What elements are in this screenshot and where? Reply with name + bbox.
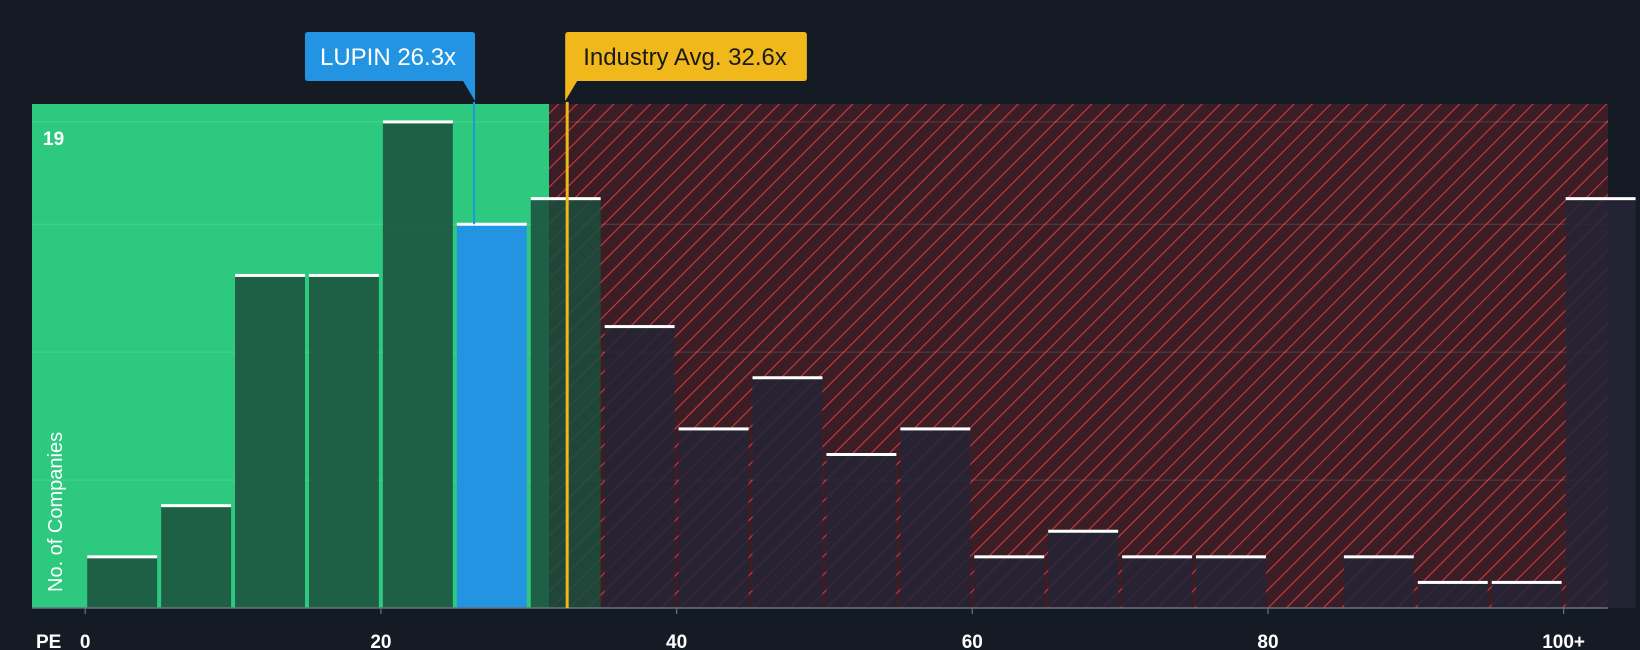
histogram-bar — [308, 273, 379, 608]
industry-callout: Industry Avg. 32.6x — [565, 32, 807, 101]
bar-body — [1417, 582, 1488, 608]
bar-body — [678, 428, 749, 608]
x-tick-label: 40 — [666, 632, 687, 650]
bar-body — [87, 556, 158, 608]
histogram-bar — [235, 273, 305, 608]
bar-body — [1122, 556, 1193, 608]
bar-body — [604, 326, 675, 608]
bar-body — [1565, 198, 1636, 608]
histogram-bar — [678, 427, 749, 608]
x-tick-label-last: 100+ — [1542, 632, 1585, 650]
bar-body — [308, 275, 379, 608]
histogram-bar — [900, 427, 971, 608]
bar-body — [900, 428, 971, 608]
bar-cap — [87, 555, 158, 559]
bar-cap — [235, 273, 305, 277]
bar-body — [382, 121, 453, 608]
x-tick-label: 80 — [1257, 632, 1278, 650]
bar-cap — [1491, 580, 1562, 584]
company-callout-label: LUPIN 26.3x — [320, 44, 456, 71]
histogram-bar — [1491, 580, 1562, 608]
bar-body — [826, 454, 897, 608]
histogram-bar — [826, 452, 897, 608]
bar-cap — [1565, 197, 1636, 201]
histogram-bar — [752, 376, 823, 608]
bar-body — [1491, 582, 1562, 608]
x-axis-ticks: 0 20 40 60 80 100+ — [80, 608, 1585, 650]
bar-body — [235, 275, 305, 608]
bar-cap — [604, 325, 675, 329]
histogram-bar — [382, 120, 453, 608]
bar-cap — [308, 273, 379, 277]
bar-cap — [974, 555, 1045, 559]
x-axis-label: PE — [36, 632, 61, 650]
bar-cap — [382, 120, 453, 124]
histogram-bar — [1417, 580, 1488, 608]
x-tick-label: 20 — [370, 632, 391, 650]
bar-cap — [900, 427, 971, 431]
x-tick-label: 60 — [962, 632, 983, 650]
bar-cap — [1196, 555, 1266, 559]
bar-body — [974, 556, 1045, 608]
bar-body — [1196, 556, 1266, 608]
bar-body — [456, 224, 527, 608]
histogram-bar — [1196, 555, 1266, 608]
bar-cap — [1343, 555, 1414, 559]
histogram-bar — [1122, 555, 1193, 608]
bar-cap — [1417, 580, 1488, 584]
bar-cap — [826, 452, 897, 456]
bar-cap — [1048, 529, 1119, 533]
bar-cap — [456, 222, 527, 226]
histogram-bar — [604, 325, 675, 608]
histogram-bar — [161, 504, 232, 608]
company-callout: LUPIN 26.3x — [304, 32, 476, 101]
overvalued-zone — [549, 104, 1608, 608]
histogram-bar — [1343, 555, 1414, 608]
y-max-label: 19 — [43, 129, 64, 150]
histogram-bar — [1565, 197, 1636, 608]
y-axis-label: No. of Companies — [45, 432, 67, 592]
histogram-bar — [974, 555, 1045, 608]
bar-cap — [161, 504, 232, 508]
x-tick-label: 0 — [80, 632, 91, 650]
histogram-bars — [87, 120, 1636, 608]
histogram-bar — [87, 555, 158, 608]
company-bar — [456, 222, 527, 608]
bar-body — [1343, 556, 1414, 608]
bar-cap — [678, 427, 749, 431]
bar-cap — [1122, 555, 1193, 559]
bar-body — [161, 505, 232, 608]
value-markers — [473, 102, 569, 608]
company-callout-box — [304, 32, 476, 101]
bar-body — [1048, 531, 1119, 608]
bar-cap — [752, 376, 823, 380]
histogram-bar — [1048, 529, 1119, 608]
bar-body — [752, 377, 823, 608]
industry-callout-box — [565, 32, 807, 101]
industry-callout-label: Industry Avg. 32.6x — [583, 44, 787, 71]
